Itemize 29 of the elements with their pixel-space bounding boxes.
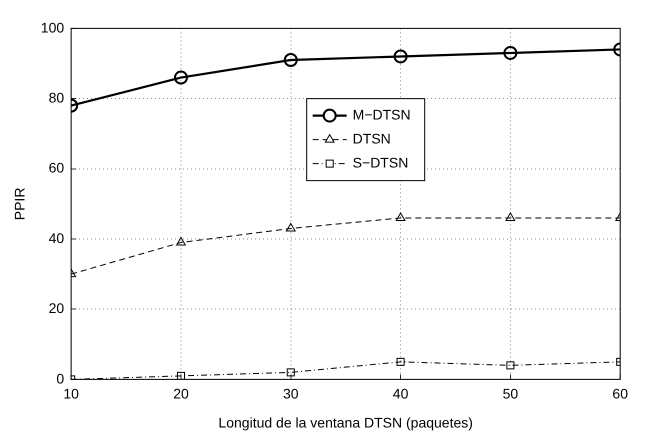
y-tick-label: 80 [48,89,64,106]
point [286,368,295,376]
y-tick-label: 60 [48,160,64,176]
y-tick-label: 100 [40,19,64,36]
x-tick-label: 20 [173,386,189,402]
x-tick-label: 10 [63,386,80,402]
y-tick-label: 40 [48,230,64,246]
point [396,212,406,221]
point [174,70,188,85]
point [176,237,186,246]
x-tick-label: 30 [282,386,299,402]
legend-label: M−DTSN [352,106,411,122]
point [284,52,298,67]
y-tick-label: 20 [48,300,64,316]
x-tick-label: 50 [502,386,518,402]
point [396,358,405,366]
legend-label: S−DTSN [352,154,408,170]
point [506,212,516,221]
x-tick-label: 40 [392,386,409,402]
point [503,46,518,60]
point [506,361,514,370]
y-tick-label: 0 [56,370,64,386]
point [394,49,408,64]
x-tick-label: 60 [612,386,628,402]
legend-label: DTSN [352,130,391,146]
point [286,222,296,232]
x-axis-title: Longitud de la ventana DTSN (paquetes) [218,414,473,430]
point [176,372,186,380]
y-axis-title: PPIR [11,188,28,220]
